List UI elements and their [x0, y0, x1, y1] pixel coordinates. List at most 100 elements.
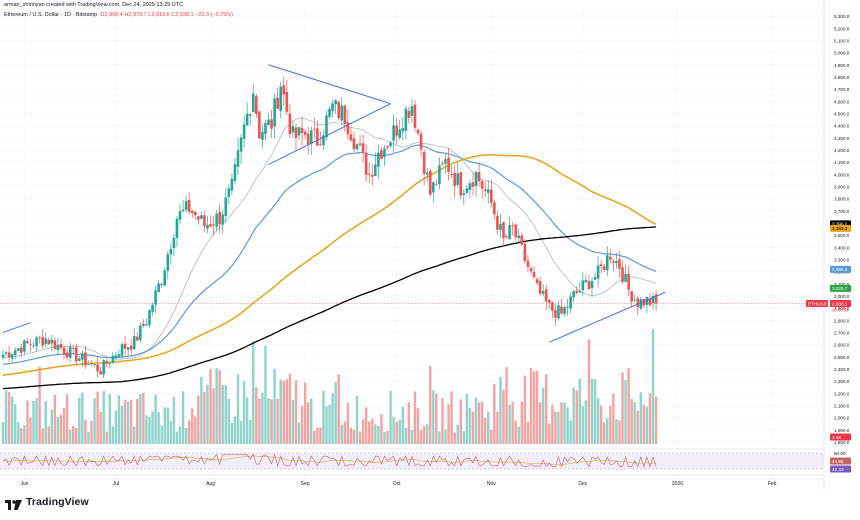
- volume-bar: [71, 425, 75, 444]
- volume-bar: [65, 394, 69, 444]
- volume-bar: [355, 395, 359, 444]
- volume-bar: [239, 420, 243, 444]
- volume-bar: [87, 432, 90, 444]
- volume-bar: [181, 391, 185, 444]
- volume-bar: [7, 392, 11, 444]
- candle-body: [337, 102, 341, 119]
- candle-body: [151, 304, 154, 312]
- candle-body: [181, 209, 185, 212]
- volume-bar: [377, 425, 380, 444]
- price-tick-label: 3,800.0: [834, 197, 850, 202]
- price-tick-label: 4,000.0: [834, 172, 850, 177]
- candle-body: [447, 157, 450, 173]
- candle-body: [526, 260, 530, 268]
- volume-bar: [490, 429, 493, 444]
- candle-body: [633, 299, 637, 301]
- trendline-wedge-upper: [268, 64, 391, 105]
- candle-body: [267, 119, 270, 126]
- candle-body: [569, 296, 572, 309]
- candle-body: [84, 352, 87, 366]
- volume-bar: [325, 406, 328, 444]
- candle-body: [81, 353, 84, 360]
- volume-bar: [166, 407, 169, 444]
- candle-body: [392, 125, 395, 141]
- volume-bar: [151, 411, 154, 444]
- candle-body: [599, 264, 603, 267]
- candle-body: [132, 336, 136, 350]
- candle-body: [612, 261, 615, 263]
- price-tick-label: 4,600.0: [834, 99, 850, 104]
- candle-body: [407, 110, 411, 119]
- candle-body: [56, 344, 60, 350]
- candle-body: [639, 299, 643, 309]
- price-tick-label: 2,200.0: [834, 391, 850, 396]
- symbol-name[interactable]: Ethereum / U.S. Dollar · 1D · Bitstamp: [4, 12, 98, 18]
- volume-bar: [483, 417, 487, 444]
- candle-body: [261, 132, 264, 140]
- tradingview-logo[interactable]: TradingView: [5, 496, 89, 510]
- candle-body: [135, 336, 139, 341]
- volume-bar: [575, 390, 578, 444]
- volume-bar: [78, 397, 81, 444]
- volume-bar: [474, 397, 478, 444]
- volume-bar: [99, 411, 102, 444]
- time-tick-label: 2026: [672, 481, 683, 487]
- candle-body: [346, 122, 350, 135]
- volume-bar: [313, 430, 316, 444]
- volume-bar: [81, 392, 84, 444]
- candle-body: [175, 218, 179, 238]
- volume-bar: [404, 427, 408, 444]
- candle-body: [471, 182, 475, 187]
- candle-body: [178, 211, 182, 220]
- candle-body: [172, 237, 176, 249]
- candle-body: [474, 172, 478, 187]
- candle-body: [413, 104, 417, 128]
- volume-bar: [4, 390, 8, 444]
- volume-bar: [191, 408, 194, 444]
- volume-bar: [197, 395, 200, 444]
- volume-tag: 2.4K: [832, 435, 842, 440]
- volume-bar: [395, 422, 398, 444]
- candle-body: [422, 151, 426, 174]
- price-axis: 1,800.0 1,900.0 2,000.0 2,100.0 2,200.0 2,300…: [823, 0, 850, 490]
- volume-bar: [371, 418, 374, 444]
- candle-body: [108, 363, 112, 365]
- volume-bar: [47, 426, 50, 444]
- candle-body: [316, 128, 319, 146]
- volume-bar: [581, 406, 585, 444]
- candle-body: [7, 352, 11, 358]
- candle-body: [93, 364, 96, 366]
- volume-bar: [172, 396, 176, 444]
- candle-body: [642, 299, 646, 306]
- volume-bars: [1, 328, 658, 444]
- candle-body: [166, 254, 170, 271]
- candle-body: [615, 260, 618, 263]
- volume-bar: [624, 380, 627, 444]
- candle-body: [13, 350, 17, 356]
- candle-body: [572, 291, 575, 298]
- volume-bar: [316, 427, 319, 444]
- price-tags: 3,396.23,389.3 3,088.2 3,025.7 2,938.110:30…: [0, 220, 851, 473]
- candle-body: [325, 115, 328, 138]
- volume-bar: [32, 400, 35, 444]
- candle-body: [398, 129, 402, 138]
- volume-bar: [108, 393, 112, 444]
- price-tick-label: 5,000.0: [834, 51, 850, 56]
- candle-body: [157, 283, 160, 292]
- candle-body: [441, 163, 444, 165]
- volume-bar: [62, 407, 66, 444]
- candle-body: [361, 143, 365, 152]
- volume-bar: [14, 404, 17, 444]
- candle-body: [602, 266, 606, 270]
- volume-bar: [419, 430, 423, 444]
- candle-body: [38, 337, 41, 339]
- volume-bar: [413, 391, 417, 444]
- candle-body: [450, 174, 453, 175]
- candle-body: [169, 248, 173, 255]
- volume-bar: [41, 428, 44, 444]
- volume-bar: [245, 397, 249, 444]
- candle-body: [438, 165, 441, 185]
- volume-bar: [398, 419, 401, 444]
